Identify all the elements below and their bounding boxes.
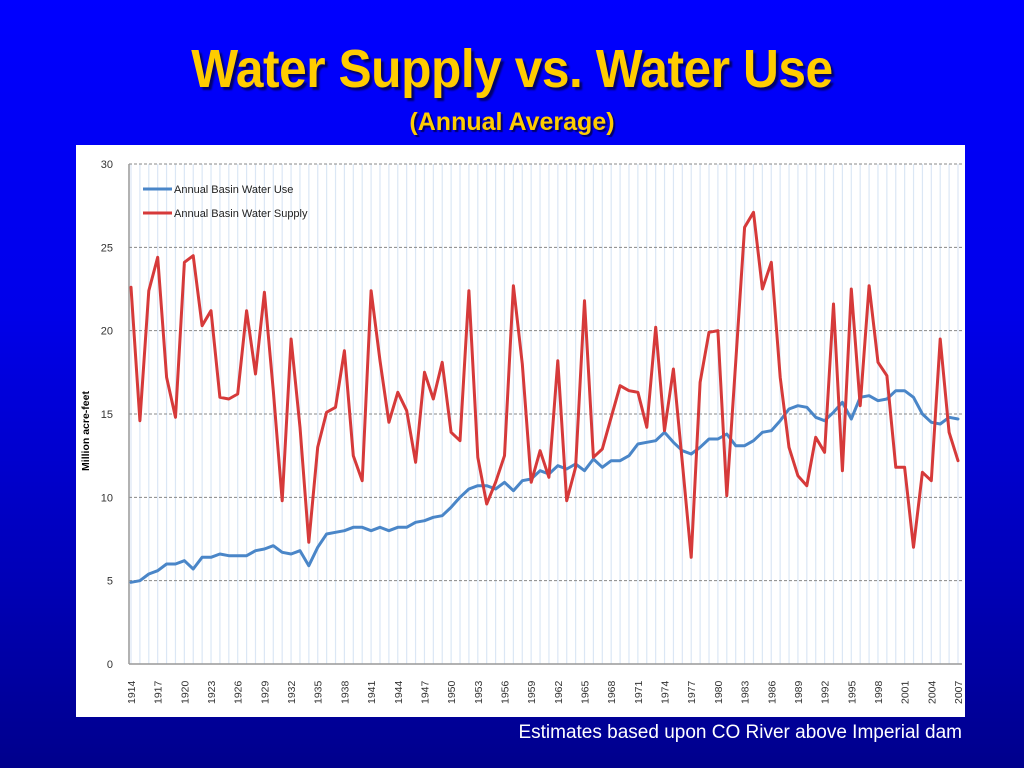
x-tick-label: 1926 xyxy=(233,680,245,704)
axes xyxy=(128,164,962,665)
legend-label: Annual Basin Water Use xyxy=(174,184,293,196)
x-tick-label: 1929 xyxy=(259,680,271,704)
y-tick-label: 20 xyxy=(101,326,113,338)
x-tick-label: 2004 xyxy=(926,680,938,704)
y-tick-label: 30 xyxy=(101,159,113,171)
x-tick-label: 1932 xyxy=(286,680,298,704)
x-axis-tick-labels: 1914 1917 1920 1923 1926 1929 1932 1935 1938 1941… xyxy=(126,680,965,704)
x-tick-label: 1953 xyxy=(473,680,485,704)
y-tick-label: 25 xyxy=(101,242,113,254)
footnote: Estimates based upon CO River above Impe… xyxy=(518,722,962,743)
x-tick-label: 1992 xyxy=(820,680,832,704)
x-tick-label: 1938 xyxy=(339,680,351,704)
y-axis-tick-labels: 0 5 10 15 20 25 30 xyxy=(101,159,113,671)
x-tick-label: 1965 xyxy=(580,680,592,704)
x-tick-label: 1962 xyxy=(553,680,565,704)
x-tick-label: 1944 xyxy=(393,680,405,704)
x-tick-label: 1959 xyxy=(526,680,538,704)
x-tick-label: 2001 xyxy=(900,680,912,704)
x-tick-label: 1947 xyxy=(419,680,431,704)
horizontal-gridlines xyxy=(129,163,962,582)
x-tick-label: 1923 xyxy=(206,680,218,704)
x-tick-label: 2007 xyxy=(953,680,965,704)
legend-label: Annual Basin Water Supply xyxy=(174,208,308,220)
x-tick-label: 1935 xyxy=(313,680,325,704)
series-lines xyxy=(129,210,960,584)
x-tick-label: 1920 xyxy=(179,680,191,704)
water-supply-line xyxy=(129,210,960,559)
y-axis-label: Million acre-feet xyxy=(80,391,92,471)
y-tick-label: 5 xyxy=(107,576,113,588)
chart-container: 0 5 10 15 20 25 30 1914 1917 1920 1923 1926 1929 193… xyxy=(76,145,965,717)
slide-subtitle: (Annual Average) xyxy=(409,108,615,136)
x-tick-label: 1977 xyxy=(686,680,698,704)
y-tick-label: 10 xyxy=(101,492,113,504)
x-tick-label: 1914 xyxy=(126,680,138,704)
y-tick-label: 15 xyxy=(101,409,113,421)
slide-title: Water Supply vs. Water Use xyxy=(191,39,833,99)
x-tick-label: 1998 xyxy=(873,680,885,704)
x-tick-label: 1941 xyxy=(366,680,378,704)
water-use-line xyxy=(129,389,960,584)
line-chart: 0 5 10 15 20 25 30 1914 1917 1920 1923 1926 1929 193… xyxy=(80,159,965,704)
x-tick-label: 1995 xyxy=(846,680,858,704)
x-tick-label: 1983 xyxy=(740,680,752,704)
y-tick-label: 0 xyxy=(107,659,113,671)
x-tick-label: 1989 xyxy=(793,680,805,704)
x-tick-label: 1986 xyxy=(766,680,778,704)
x-tick-label: 1917 xyxy=(153,680,165,704)
x-tick-label: 1974 xyxy=(660,680,672,704)
x-tick-label: 1968 xyxy=(606,680,618,704)
x-tick-label: 1950 xyxy=(446,680,458,704)
x-tick-label: 1980 xyxy=(713,680,725,704)
x-tick-label: 1956 xyxy=(499,680,511,704)
x-tick-label: 1971 xyxy=(633,680,645,704)
legend: Annual Basin Water Use Annual Basin Water… xyxy=(143,184,308,220)
